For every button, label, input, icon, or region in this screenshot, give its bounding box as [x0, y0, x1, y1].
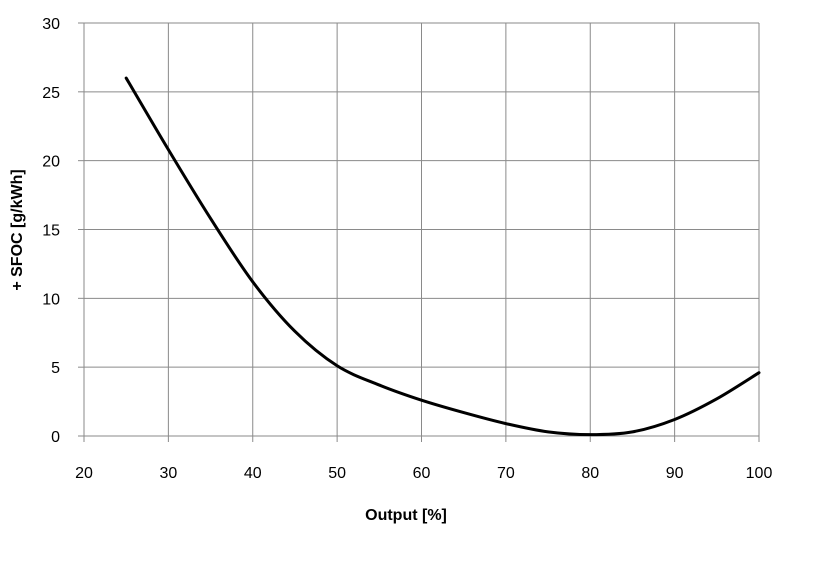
x-tick-label: 60 — [413, 465, 431, 482]
y-tick-label: 30 — [42, 16, 60, 33]
y-axis-title: + SFOC [g/kWh] — [9, 169, 26, 290]
y-tick-label: 0 — [51, 429, 60, 446]
x-tick-label: 30 — [159, 465, 177, 482]
series-layer — [124, 76, 761, 437]
x-axis-title: Output [%] — [365, 507, 447, 524]
y-tick-label: 15 — [42, 223, 60, 240]
x-tick-label: 80 — [581, 465, 599, 482]
y-tick-label: 5 — [51, 360, 60, 377]
x-tick-label: 70 — [497, 465, 515, 482]
tick-labels: 20 30 40 50 60 70 80 90 100 0 5 10 15 20 25 30 — [42, 16, 772, 482]
x-tick-label: 20 — [75, 465, 93, 482]
x-tick-label: 90 — [666, 465, 684, 482]
y-tick-label: 25 — [42, 85, 60, 102]
grid — [84, 22, 760, 436]
x-tick-label: 100 — [746, 465, 773, 482]
x-tick-label: 40 — [244, 465, 262, 482]
x-tick-label: 50 — [328, 465, 346, 482]
y-tick-label: 10 — [42, 291, 60, 308]
axes — [78, 22, 760, 442]
y-tick-label: 20 — [42, 154, 60, 171]
series-line — [124, 76, 761, 437]
